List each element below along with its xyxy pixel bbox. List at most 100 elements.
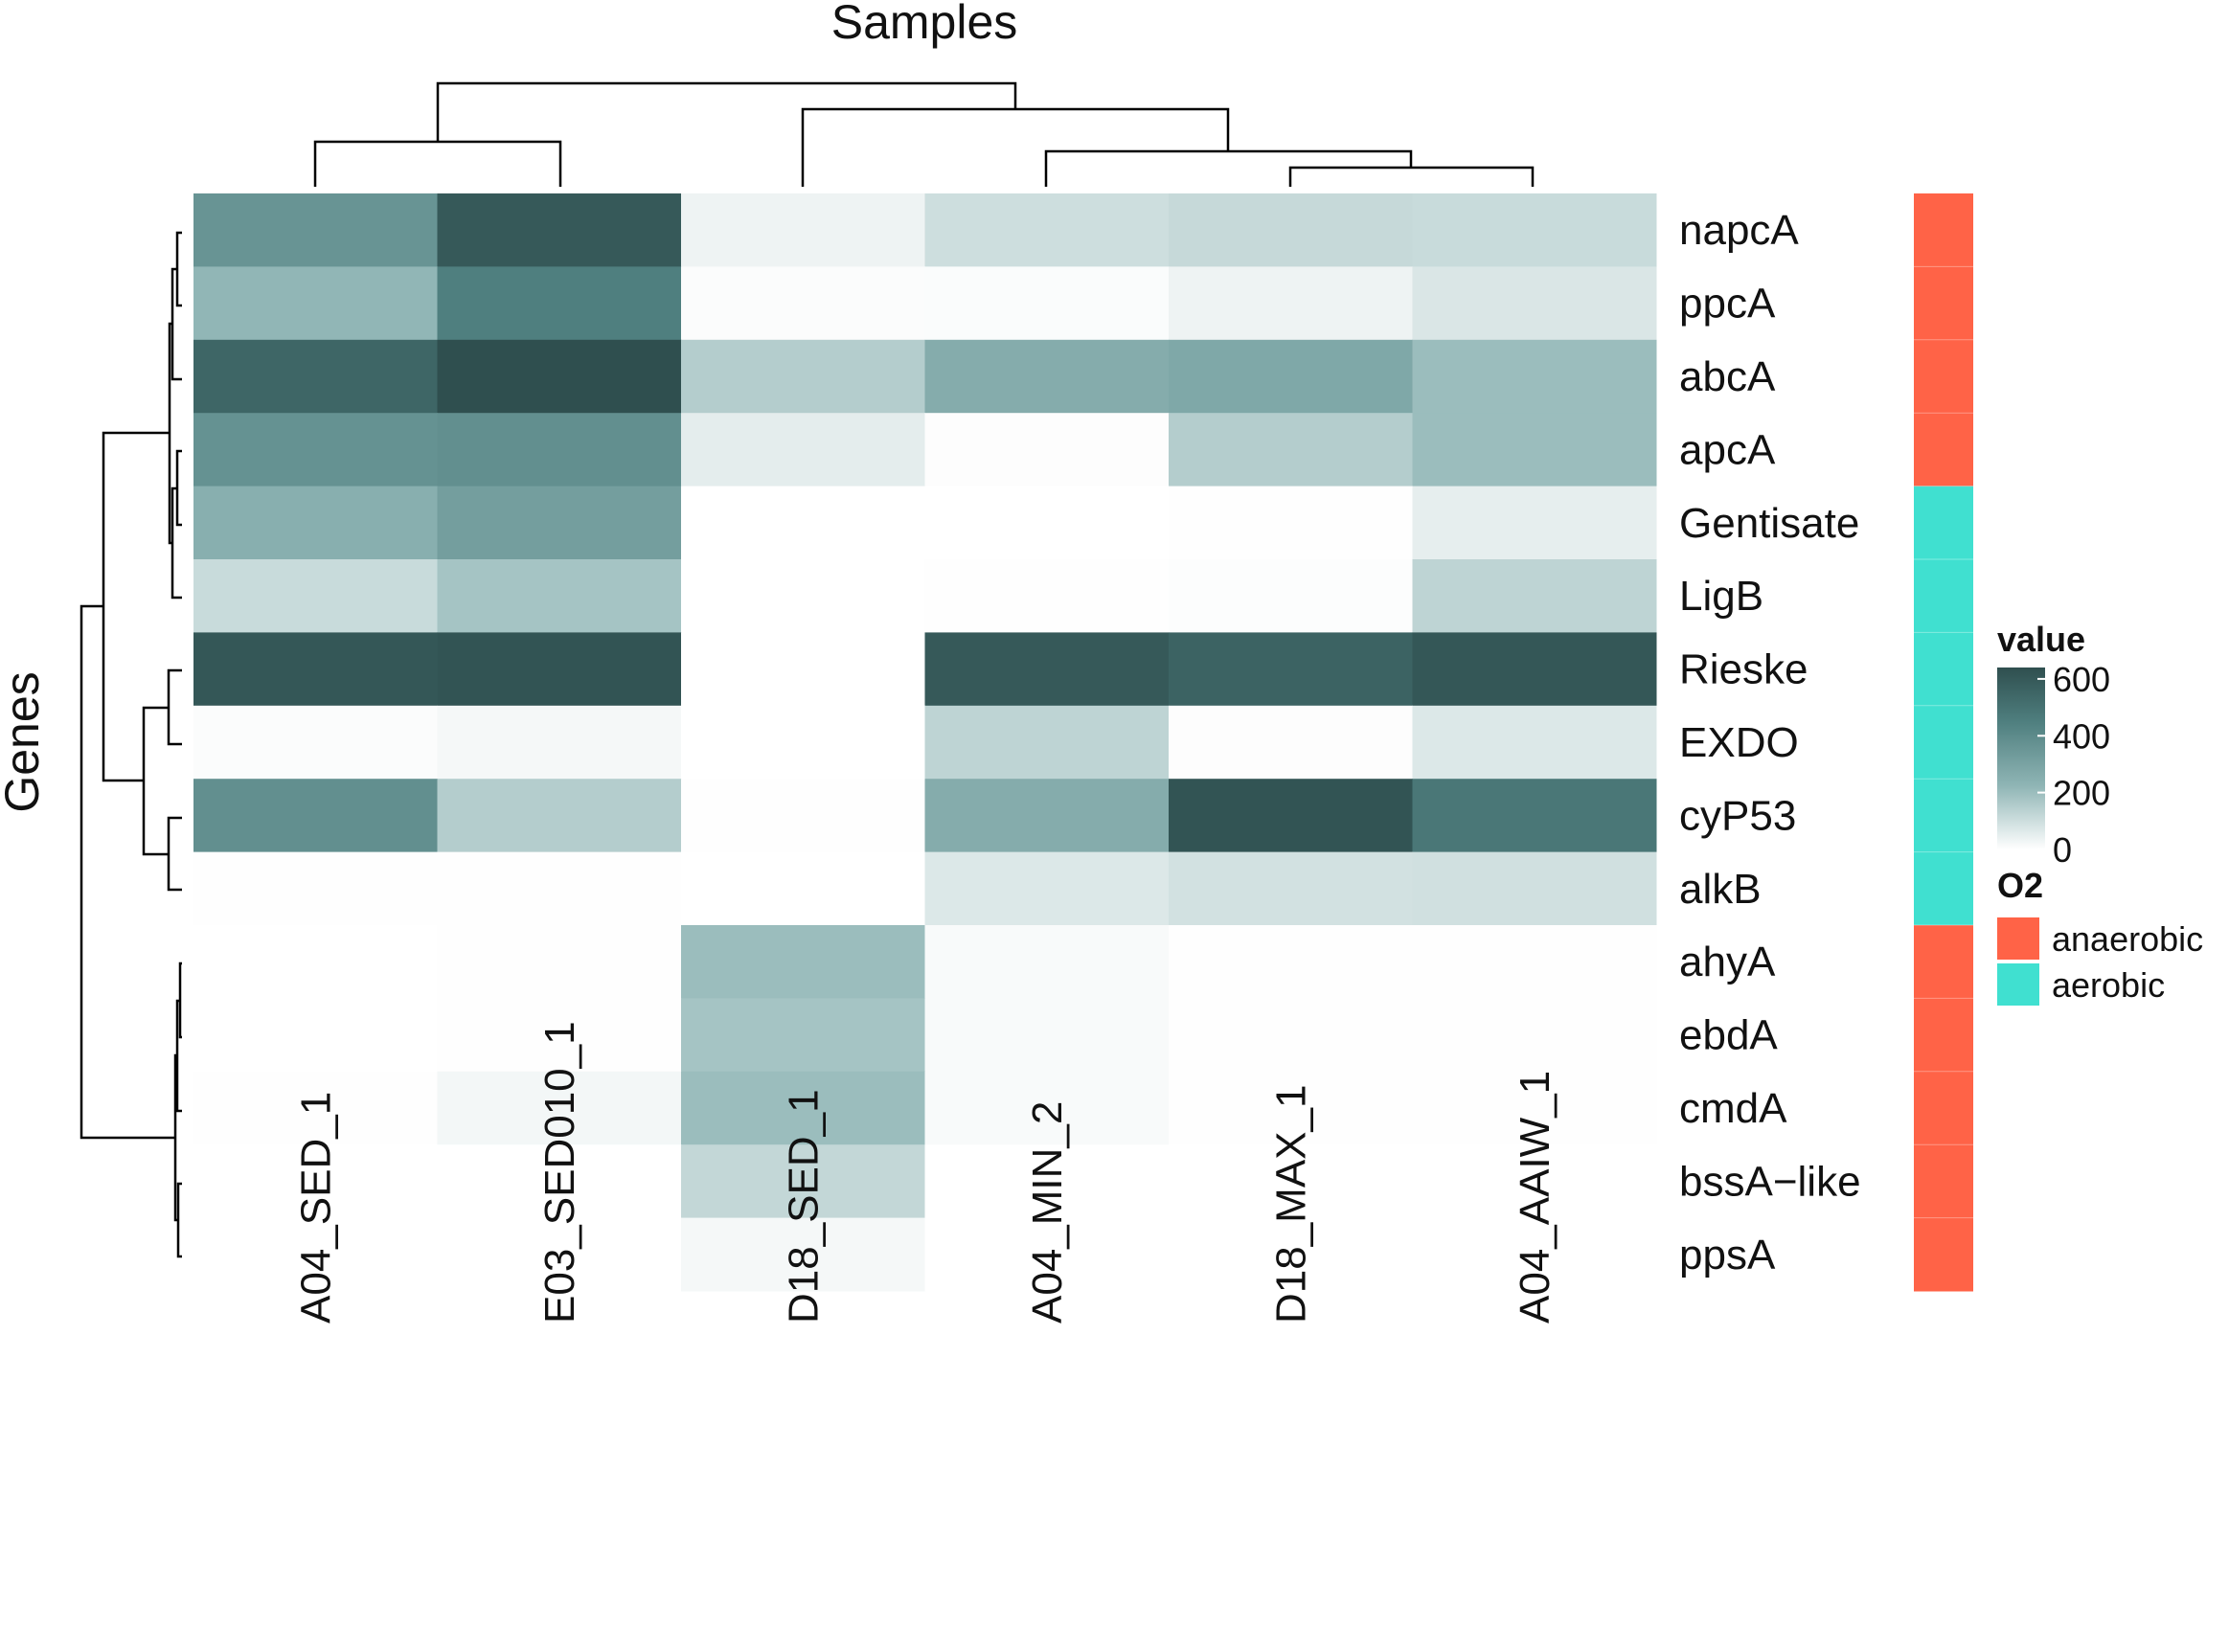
o2-annotation-cell bbox=[1914, 1217, 1973, 1292]
heatmap-cell bbox=[924, 559, 1170, 633]
o2-annotation-cell bbox=[1914, 1144, 1973, 1219]
o2-annotation-bar bbox=[1914, 193, 1973, 1292]
heatmap-cell bbox=[193, 486, 438, 560]
column-label: A04_AAIW_1 bbox=[1512, 1071, 1558, 1324]
row-label: Gentisate bbox=[1679, 500, 1859, 547]
o2-annotation-cell bbox=[1914, 193, 1973, 267]
heatmap-cell bbox=[924, 266, 1170, 341]
heatmap-cell bbox=[1169, 779, 1413, 853]
heatmap-cell bbox=[1169, 413, 1413, 487]
o2-legend-swatch bbox=[1997, 963, 2039, 1006]
heatmap-cell bbox=[193, 413, 438, 487]
heatmap-cell bbox=[1412, 632, 1657, 707]
heatmap-cell bbox=[193, 1144, 438, 1219]
heatmap-cell bbox=[924, 1071, 1170, 1145]
row-label: EXDO bbox=[1679, 719, 1799, 766]
o2-annotation-cell bbox=[1914, 998, 1973, 1073]
o2-annotation-cell bbox=[1914, 779, 1973, 853]
colorbar-tick-label: 200 bbox=[2053, 774, 2110, 813]
heatmap-cell bbox=[924, 1144, 1170, 1219]
heatmap-cell bbox=[1412, 559, 1657, 633]
column-label: E03_SED010_1 bbox=[536, 1021, 583, 1324]
heatmap-cell bbox=[681, 339, 925, 414]
colorbar-tick-label: 0 bbox=[2053, 830, 2072, 870]
heatmap-cell bbox=[193, 1217, 438, 1292]
row-label: Rieske bbox=[1679, 646, 1808, 693]
heatmap-cell bbox=[1412, 705, 1657, 780]
column-dendrogram bbox=[313, 81, 1535, 187]
heatmap-cell bbox=[924, 413, 1170, 487]
o2-legend-label: anaerobic bbox=[2052, 919, 2203, 959]
heatmap-cell bbox=[193, 779, 438, 853]
heatmap-cell bbox=[437, 193, 682, 267]
heatmap-cell bbox=[193, 851, 438, 926]
heatmap-cell bbox=[1169, 1071, 1413, 1145]
heatmap-cell bbox=[1169, 705, 1413, 780]
heatmap-cell bbox=[1412, 1071, 1657, 1145]
heatmap-cell bbox=[437, 851, 682, 926]
o2-legend: O2 anaerobic aerobic bbox=[1997, 866, 2203, 1006]
heatmap-cells bbox=[193, 193, 1657, 1292]
heatmap-cell bbox=[1169, 339, 1413, 414]
heatmap-cell bbox=[1412, 339, 1657, 414]
o2-legend-swatch bbox=[1997, 917, 2039, 960]
heatmap-cell bbox=[437, 559, 682, 633]
o2-annotation-cell bbox=[1914, 486, 1973, 560]
heatmap-cell bbox=[193, 705, 438, 780]
colorbar-tick-label: 600 bbox=[2053, 660, 2110, 699]
column-label: A04_SED_1 bbox=[292, 1092, 339, 1324]
heatmap-cell bbox=[1169, 998, 1413, 1073]
heatmap-cell bbox=[1169, 1217, 1413, 1292]
heatmap-cell bbox=[437, 998, 682, 1073]
heatmap-cell bbox=[681, 1071, 925, 1145]
heatmap-cell bbox=[924, 193, 1170, 267]
heatmap-cell bbox=[681, 486, 925, 560]
row-label: cmdA bbox=[1679, 1085, 1787, 1132]
heatmap-cell bbox=[1412, 413, 1657, 487]
heatmap-cell bbox=[193, 632, 438, 707]
row-label: bssA−like bbox=[1679, 1158, 1861, 1205]
heatmap-cell bbox=[193, 559, 438, 633]
column-labels: A04_SED_1 E03_SED010_1 D18_SED_1 A04_MIN_2 D… bbox=[292, 1021, 1558, 1324]
row-label: ppsA bbox=[1679, 1232, 1776, 1279]
row-label: apcA bbox=[1679, 426, 1776, 473]
heatmap-cell bbox=[437, 413, 682, 487]
o2-legend-label: aerobic bbox=[2052, 965, 2165, 1005]
o2-annotation-cell bbox=[1914, 339, 1973, 414]
o2-annotation-cell bbox=[1914, 559, 1973, 633]
value-colorbar bbox=[1997, 668, 2045, 849]
heatmap-cell bbox=[1169, 851, 1413, 926]
row-labels: napcA ppcA abcA apcA Gentisate LigB Rieske EXDO… bbox=[1679, 207, 1861, 1279]
heatmap-cell bbox=[681, 632, 925, 707]
heatmap-cell bbox=[437, 1217, 682, 1292]
heatmap-cell bbox=[437, 632, 682, 707]
heatmap-cell bbox=[1412, 1144, 1657, 1219]
heatmap-cell bbox=[924, 779, 1170, 853]
heatmap-cell bbox=[1169, 486, 1413, 560]
heatmap-cell bbox=[924, 486, 1170, 560]
column-label: A04_MIN_2 bbox=[1024, 1101, 1071, 1324]
heatmap-cell bbox=[437, 1071, 682, 1145]
heatmap-cell bbox=[681, 779, 925, 853]
heatmap-cell bbox=[193, 266, 438, 341]
heatmap-cell bbox=[437, 705, 682, 780]
heatmap-cell bbox=[1412, 1217, 1657, 1292]
o2-annotation-cell bbox=[1914, 925, 1973, 999]
heatmap-cell bbox=[1412, 998, 1657, 1073]
heatmap-cell bbox=[681, 705, 925, 780]
heatmap-cell bbox=[681, 998, 925, 1073]
heatmap-cell bbox=[437, 925, 682, 999]
row-label: ppcA bbox=[1679, 281, 1776, 328]
heatmap-cell bbox=[681, 413, 925, 487]
heatmap-cell bbox=[1412, 266, 1657, 341]
value-legend-title: value bbox=[1997, 620, 2085, 659]
heatmap-cell bbox=[193, 925, 438, 999]
heatmap-cell bbox=[681, 1144, 925, 1219]
heatmap-cell bbox=[1169, 193, 1413, 267]
row-label: ahyA bbox=[1679, 939, 1776, 985]
o2-annotation-cell bbox=[1914, 1071, 1973, 1145]
heatmap-cell bbox=[1169, 925, 1413, 999]
heatmap-cell bbox=[1169, 632, 1413, 707]
heatmap-cell bbox=[924, 925, 1170, 999]
